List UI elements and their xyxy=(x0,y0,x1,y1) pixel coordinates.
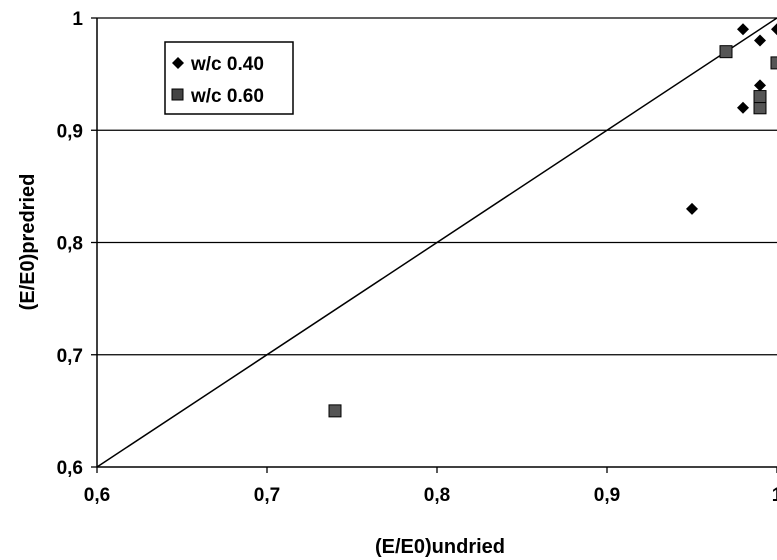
x-tick-label: 0,9 xyxy=(594,485,620,506)
y-tick-label: 1 xyxy=(72,9,83,30)
legend-label-series-2: w/c 0.60 xyxy=(190,86,264,107)
legend-marker-square xyxy=(171,88,184,101)
y-tick-label: 0,9 xyxy=(57,121,83,142)
y-tick-label: 0,8 xyxy=(57,234,83,255)
y-tick-label: 0,6 xyxy=(57,458,83,479)
y-axis-title: (E/E0)predried xyxy=(17,174,39,311)
legend-marker-diamond xyxy=(172,57,184,69)
data-point-wc040 xyxy=(754,34,766,47)
data-point-wc040 xyxy=(737,101,749,114)
data-point-wc060 xyxy=(770,56,777,70)
data-point-wc060 xyxy=(753,90,767,104)
data-point-wc060 xyxy=(753,101,767,115)
x-tick-label: 0,7 xyxy=(254,485,280,506)
legend-box xyxy=(164,41,294,115)
x-tick-label: 1 xyxy=(772,485,777,506)
x-tick-label: 0,6 xyxy=(84,485,110,506)
points-layer xyxy=(328,23,777,418)
grid-layer xyxy=(97,17,777,356)
x-tick-label: 0,8 xyxy=(424,485,450,506)
data-point-wc040 xyxy=(686,202,698,215)
ticks-layer: 0,6 0,7 0,8 0,9 1 0,6 0,7 0,8 0,9 1 xyxy=(57,9,777,506)
data-point-wc060 xyxy=(328,404,342,418)
data-point-wc040 xyxy=(754,79,766,92)
x-axis-title: (E/E0)undried xyxy=(375,536,505,558)
reference-line xyxy=(96,17,777,468)
y-tick-label: 0,7 xyxy=(57,346,83,367)
data-point-wc040 xyxy=(737,23,749,36)
data-point-wc040 xyxy=(771,23,777,36)
legend: w/c 0.40 w/c 0.60 xyxy=(164,41,294,115)
data-point-wc060 xyxy=(719,45,733,59)
legend-label-series-1: w/c 0.40 xyxy=(190,54,264,75)
